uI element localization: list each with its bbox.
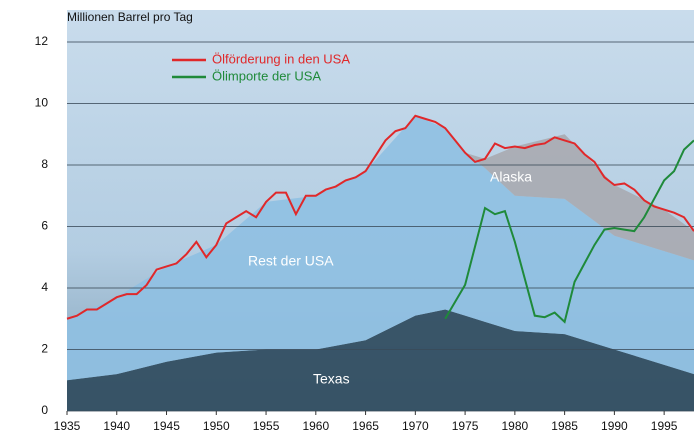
area [67,115,694,319]
y-axis-label: Millionen Barrel pro Tag [67,10,193,24]
y-tick-label: 2 [41,342,48,356]
area [67,115,694,381]
line [66,114,694,320]
x-tick-label: 1985 [551,419,578,433]
x-tick-label: 1995 [651,419,678,433]
x-tick-label: 1990 [601,419,628,433]
legend-label: Ölförderung in den USA [212,51,350,66]
y-tick-label: 10 [35,96,49,110]
x-tick-label: 1960 [302,419,329,433]
x-tick-label: 1965 [352,419,379,433]
x-tick-label: 1955 [253,419,280,433]
y-tick-label: 6 [41,219,48,233]
x-tick-label: 1970 [402,419,429,433]
x-tick-label: 1980 [502,419,529,433]
y-tick-label: 4 [41,280,48,294]
y-tick-label: 0 [41,403,48,417]
area [67,309,694,411]
x-tick-label: 1975 [452,419,479,433]
x-tick-label: 1935 [54,419,81,433]
area-label: Alaska [490,169,532,185]
x-tick-label: 1950 [203,419,230,433]
x-tick-label: 1940 [103,419,130,433]
area-label: Rest der USA [248,253,334,269]
y-tick-label: 8 [41,157,48,171]
legend-label: Ölimporte der USA [212,68,321,83]
line [444,139,694,324]
area-label: Texas [313,371,350,387]
y-tick-label: 12 [35,34,49,48]
x-tick-label: 1945 [153,419,180,433]
